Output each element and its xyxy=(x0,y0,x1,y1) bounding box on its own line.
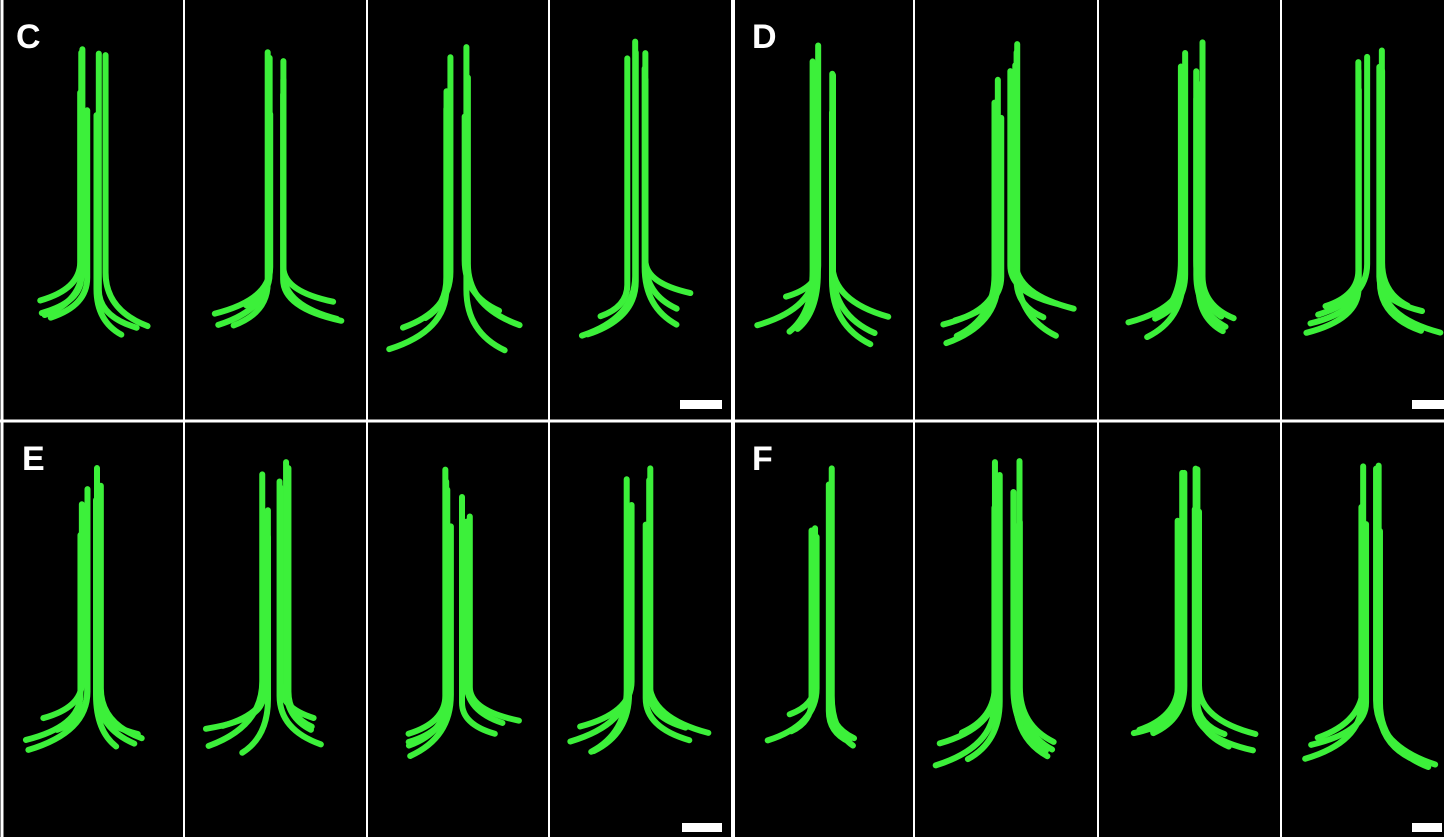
panel-label: D xyxy=(752,18,777,56)
filament xyxy=(578,38,639,339)
filament xyxy=(642,521,693,744)
filament-renderings xyxy=(22,38,1444,771)
filament xyxy=(93,465,138,747)
filament xyxy=(1375,462,1413,761)
filament xyxy=(38,49,85,316)
filament xyxy=(646,477,712,736)
filament xyxy=(407,523,454,759)
filament xyxy=(1007,68,1060,307)
filament xyxy=(463,44,508,354)
filament xyxy=(1193,95,1229,330)
filament xyxy=(47,107,91,321)
filament xyxy=(828,109,874,348)
filament xyxy=(1012,523,1051,760)
panel-label: F xyxy=(752,440,773,478)
panel-label: E xyxy=(22,440,45,478)
scale-bar xyxy=(1412,400,1444,409)
filament xyxy=(463,518,506,726)
filament xyxy=(590,527,633,755)
filament xyxy=(964,472,1003,763)
panel-label: C xyxy=(16,18,41,56)
filament xyxy=(783,42,822,300)
filament xyxy=(102,52,151,330)
filament xyxy=(1191,506,1256,754)
filament xyxy=(1196,508,1259,737)
scale-bar xyxy=(1412,823,1442,832)
filament xyxy=(1016,518,1057,745)
filament xyxy=(1136,537,1182,733)
filament xyxy=(25,486,91,753)
filament xyxy=(1155,63,1184,320)
filament xyxy=(828,465,856,749)
filament xyxy=(95,50,140,331)
filament xyxy=(405,466,449,737)
filament xyxy=(788,527,815,735)
filament xyxy=(40,501,85,722)
filament xyxy=(464,74,523,329)
filament xyxy=(1307,86,1362,327)
filament xyxy=(932,504,998,769)
filament xyxy=(1302,504,1365,762)
filament xyxy=(239,533,272,756)
filament xyxy=(243,54,273,309)
filament xyxy=(466,513,522,724)
filament xyxy=(953,99,998,339)
filament xyxy=(277,484,317,721)
scale-bar xyxy=(680,400,722,409)
filament xyxy=(399,54,454,331)
filament xyxy=(459,494,498,737)
filament xyxy=(642,50,694,297)
filament xyxy=(1150,469,1188,737)
filament xyxy=(280,58,337,305)
filament xyxy=(786,58,816,335)
filament xyxy=(1012,62,1077,312)
filament xyxy=(1376,103,1424,334)
filament xyxy=(1379,67,1411,309)
scale-bar xyxy=(682,823,722,832)
scale-bars xyxy=(680,400,1444,832)
filament xyxy=(597,55,631,320)
filament xyxy=(1199,39,1237,322)
